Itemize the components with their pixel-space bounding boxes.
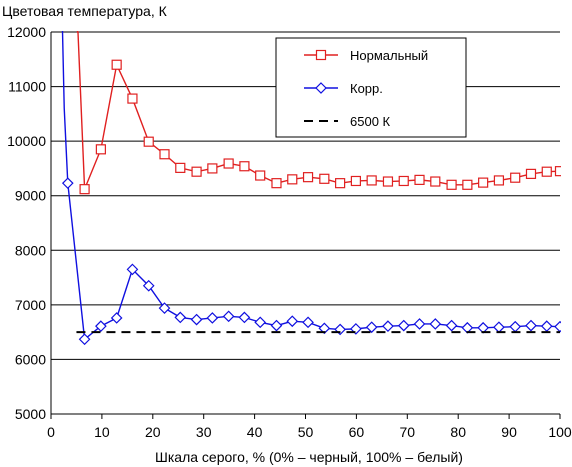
data-point [238, 311, 251, 324]
data-point [398, 175, 409, 187]
data-point [79, 184, 90, 195]
data-point [525, 319, 537, 332]
data-point [223, 158, 234, 169]
data-point [493, 175, 505, 186]
data-point [207, 163, 218, 174]
data-point [382, 320, 394, 332]
data-point [446, 179, 457, 190]
data-point [126, 263, 139, 276]
data-point [95, 144, 106, 155]
data-point [365, 321, 378, 334]
data-point [414, 174, 425, 185]
data-point [541, 166, 552, 177]
data-point [525, 168, 537, 179]
data-point [350, 175, 361, 187]
series-2 [61, 31, 561, 346]
legend-label: 6500 К [350, 114, 391, 129]
data-point [78, 333, 91, 346]
data-point [478, 177, 489, 188]
data-point [270, 319, 283, 332]
data-point [190, 313, 203, 326]
x-tick-label: 10 [94, 424, 110, 440]
data-point [191, 166, 202, 177]
data-point [254, 316, 267, 329]
legend-marker [315, 49, 327, 61]
data-point [222, 310, 235, 323]
y-tick-label: 9000 [15, 188, 46, 204]
data-point [318, 322, 331, 335]
legend-label: Корр. [350, 81, 383, 96]
y-tick-label: 11000 [8, 79, 46, 95]
data-point [429, 318, 442, 330]
legend: Нормальный Корр. 6500 К [275, 37, 467, 138]
data-point [319, 173, 330, 184]
data-point [271, 178, 282, 189]
data-point [110, 312, 123, 324]
data-point [143, 136, 154, 147]
data-point [206, 312, 219, 324]
data-point [366, 175, 377, 186]
y-tick-label: 8000 [15, 242, 46, 258]
data-point [302, 316, 314, 329]
data-point [111, 59, 122, 70]
legend-label: Нормальный [350, 48, 428, 63]
data-point [255, 170, 266, 181]
y-tick-label: 12000 [7, 24, 46, 40]
y-tick-label: 5000 [15, 406, 46, 422]
x-tick-label: 40 [247, 424, 263, 440]
x-tick-label: 50 [298, 424, 314, 440]
data-point [462, 179, 473, 190]
data-point [382, 176, 394, 187]
y-tick-label: 10000 [7, 133, 46, 149]
x-tick-label: 0 [47, 424, 55, 440]
data-point [95, 320, 107, 332]
x-tick-label: 90 [501, 424, 517, 440]
series-layer [61, 31, 561, 346]
data-point [127, 93, 138, 104]
data-point [159, 149, 170, 160]
data-point [175, 162, 186, 173]
data-point [510, 172, 521, 183]
data-point [142, 279, 155, 292]
x-tick-label: 70 [400, 424, 416, 440]
data-point [509, 320, 522, 333]
data-point [302, 172, 314, 183]
x-tick-label: 100 [548, 424, 572, 440]
legend-marker [315, 82, 327, 94]
data-point [61, 177, 74, 190]
x-tick-label: 80 [450, 424, 466, 440]
data-point [158, 302, 171, 314]
data-point [287, 174, 298, 185]
x-tick-label: 30 [196, 424, 212, 440]
series-line [76, 31, 561, 190]
data-point [239, 161, 250, 172]
data-point [445, 319, 458, 332]
x-axis-label: Шкала серого, % (0% – черный, 100% – бел… [155, 449, 463, 465]
data-point [540, 320, 553, 332]
y-tick-label: 6000 [15, 351, 46, 367]
data-point [493, 321, 505, 334]
series-line [61, 31, 561, 341]
data-point [286, 315, 299, 328]
y-tick-label: 7000 [15, 297, 46, 313]
data-point [554, 166, 561, 177]
axes: 5000 6000 7000 8000 9000 10000 11000 12000 0 10 20… [7, 24, 572, 440]
data-point [430, 176, 441, 187]
data-point [554, 320, 561, 333]
data-point [335, 178, 346, 189]
data-point [174, 311, 187, 324]
x-tick-label: 20 [145, 424, 161, 440]
data-point [397, 319, 410, 332]
y-axis-label: Цветовая температура, К [2, 3, 168, 19]
grid [51, 31, 560, 415]
series-1 [76, 31, 561, 195]
data-point [413, 318, 426, 330]
x-tick-label: 60 [349, 424, 365, 440]
